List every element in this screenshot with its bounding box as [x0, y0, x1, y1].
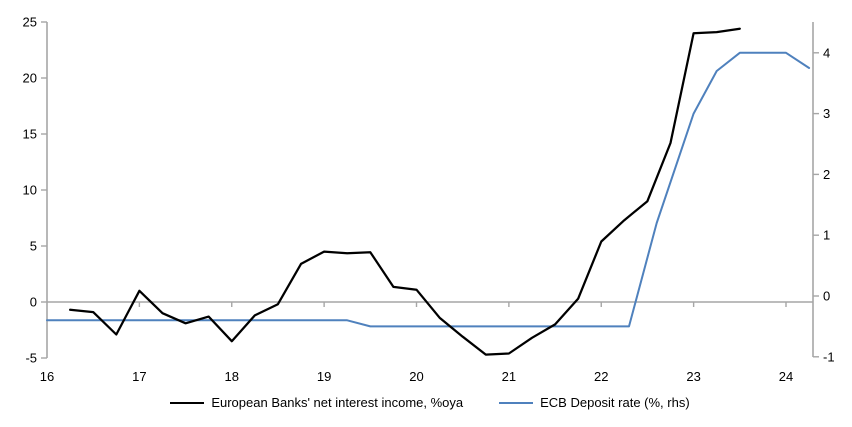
right-axis-tick-label: -1	[823, 349, 835, 364]
nii-line-series	[68, 27, 741, 356]
legend-label-nii: European Banks' net interest income, %oy…	[211, 395, 464, 410]
right-axis-tick-label: 3	[823, 106, 830, 121]
deposit-rate-line-swatch	[499, 401, 534, 404]
right-axis-tick-label: 2	[823, 167, 830, 182]
x-axis-tick-label: 17	[132, 369, 146, 384]
left-axis-tick-label: 20	[23, 71, 37, 86]
right-axis-tick-label: 1	[823, 228, 830, 243]
left-axis-tick-label: 25	[23, 15, 37, 30]
x-axis-tick-label: 18	[225, 369, 239, 384]
right-axis-tick-label: 0	[823, 289, 830, 304]
left-axis-tick-label: 15	[23, 127, 37, 142]
nii-line-swatch	[170, 401, 205, 404]
x-axis-tick-label: 16	[40, 369, 54, 384]
x-axis-tick-label: 19	[317, 369, 331, 384]
legend-item-nii: European Banks' net interest income, %oy…	[170, 395, 463, 410]
left-axis-tick-label: 10	[23, 183, 37, 198]
legend-item-deposit-rate: ECB Deposit rate (%, rhs)	[499, 395, 690, 410]
legend-label-deposit-rate: ECB Deposit rate (%, rhs)	[540, 395, 690, 410]
chart-legend: European Banks' net interest income, %oy…	[47, 395, 813, 410]
x-axis-tick-label: 24	[779, 369, 793, 384]
right-axis-tick-label: 4	[823, 45, 830, 60]
left-axis-tick-label: 5	[30, 239, 37, 254]
x-axis-tick-label: 20	[409, 369, 423, 384]
x-axis-tick-label: 21	[502, 369, 516, 384]
deposit-rate-series	[46, 51, 811, 328]
x-axis-tick-label: 23	[686, 369, 700, 384]
left-axis-tick-label: -5	[25, 351, 37, 366]
x-axis-tick-label: 22	[594, 369, 608, 384]
left-axis-tick-label: 0	[30, 295, 37, 310]
